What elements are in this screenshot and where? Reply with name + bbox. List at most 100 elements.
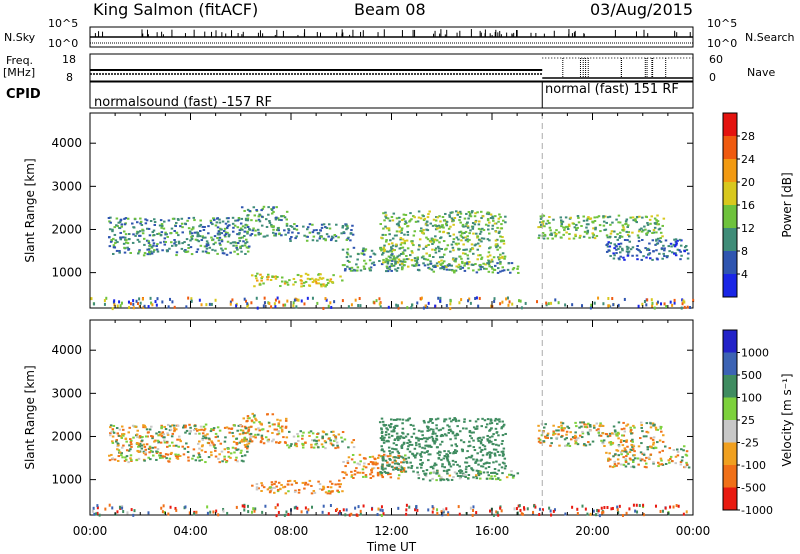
range-cell: [479, 263, 482, 266]
y-tick-label: 4000: [51, 136, 82, 150]
range-cell: [406, 419, 410, 422]
range-cell: [224, 235, 227, 238]
range-cell: [184, 426, 187, 429]
range-cell: [452, 257, 455, 260]
range-cell: [258, 232, 261, 235]
colorbar-segment: [723, 205, 737, 228]
range-cell: [110, 453, 113, 456]
freq-unit-label: [MHz]: [3, 66, 36, 79]
range-cell: [250, 435, 253, 438]
near-range-cell: [132, 513, 135, 517]
range-cell: [122, 242, 126, 245]
near-range-cell: [427, 508, 430, 512]
range-cell: [486, 238, 490, 241]
range-cell: [330, 237, 333, 240]
range-cell: [447, 461, 451, 464]
range-cell: [625, 424, 628, 427]
near-range-cell: [602, 510, 605, 514]
near-range-cell: [263, 296, 266, 300]
range-cell: [414, 263, 418, 266]
range-cell: [616, 431, 620, 434]
range-cell: [268, 221, 272, 224]
range-cell: [411, 251, 414, 254]
range-cell: [159, 454, 163, 457]
range-cell: [162, 227, 166, 230]
range-cell: [218, 221, 222, 224]
range-cell: [490, 265, 493, 268]
range-cell: [601, 442, 605, 445]
range-cell: [168, 247, 171, 250]
near-range-cell: [414, 508, 417, 512]
range-cell: [175, 444, 178, 447]
range-cell: [397, 452, 401, 455]
near-range-cell: [205, 303, 208, 307]
range-cell: [474, 461, 477, 464]
range-cell: [216, 426, 220, 429]
range-cell: [370, 469, 373, 472]
near-range-cell: [592, 509, 595, 513]
range-cell: [387, 464, 390, 467]
range-cell: [460, 448, 464, 451]
colorbar-tick-label: -1000: [741, 504, 773, 517]
range-cell: [260, 209, 263, 212]
range-cell: [397, 454, 400, 457]
range-cell: [496, 238, 499, 241]
range-cell: [139, 220, 143, 223]
range-cell: [394, 262, 397, 265]
range-cell: [279, 285, 282, 288]
range-cell: [109, 424, 113, 427]
range-cell: [630, 465, 633, 468]
colorbar-segment: [723, 182, 737, 205]
range-cell: [476, 418, 480, 421]
range-cell: [333, 439, 336, 442]
range-cell: [289, 240, 292, 243]
range-cell: [637, 249, 640, 252]
range-cell: [238, 433, 242, 436]
near-range-cell: [660, 302, 663, 306]
range-cell: [651, 231, 654, 234]
range-cell: [196, 456, 200, 459]
range-cell: [182, 453, 186, 456]
range-cell: [598, 425, 602, 428]
range-cell: [114, 239, 118, 242]
range-cell: [489, 216, 493, 219]
range-cell: [115, 249, 119, 252]
range-cell: [158, 433, 162, 436]
range-cell: [646, 431, 650, 434]
range-cell: [628, 451, 632, 454]
range-cell: [452, 233, 456, 236]
colorbar-tick-label: -500: [741, 482, 766, 495]
range-cell: [445, 455, 448, 458]
range-cell: [628, 240, 632, 243]
range-cell: [457, 242, 460, 245]
range-cell: [421, 434, 424, 437]
range-cell: [611, 221, 614, 224]
range-cell: [565, 430, 569, 433]
near-range-cell: [523, 507, 526, 511]
near-range-cell: [167, 512, 170, 516]
range-cell: [113, 458, 117, 461]
range-cell: [221, 460, 224, 463]
range-cell: [382, 441, 386, 444]
range-cell: [322, 283, 325, 286]
range-cell: [344, 465, 347, 468]
near-range-cell: [342, 508, 345, 512]
range-cell: [401, 260, 405, 263]
range-cell: [117, 455, 121, 458]
range-cell: [240, 425, 244, 428]
range-cell: [663, 247, 666, 250]
range-cell: [621, 449, 624, 452]
range-cell: [608, 465, 612, 468]
range-cell: [210, 454, 213, 457]
range-cell: [143, 252, 147, 255]
range-cell: [667, 459, 670, 462]
near-range-cell: [686, 305, 689, 309]
range-cell: [382, 227, 385, 230]
range-cell: [452, 249, 455, 252]
range-cell: [217, 457, 220, 460]
range-cell: [201, 236, 205, 239]
range-cell: [451, 218, 455, 221]
range-cell: [350, 470, 353, 473]
range-cell: [129, 441, 133, 444]
range-cell: [308, 284, 312, 287]
